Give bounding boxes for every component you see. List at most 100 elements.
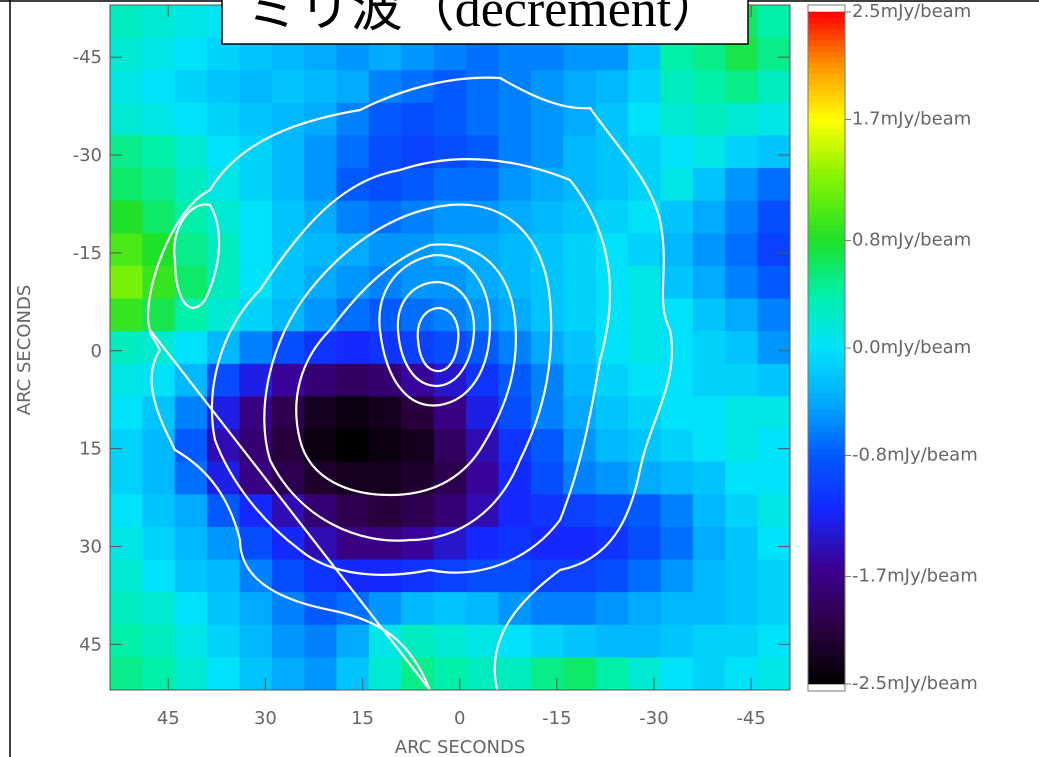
heat-cell — [369, 135, 402, 169]
heat-cell — [142, 200, 176, 234]
colorbar-strip — [808, 230, 845, 237]
heat-cell — [142, 657, 176, 691]
colorbar-strip — [808, 459, 845, 466]
heat-cell — [530, 70, 564, 104]
colorbar-strip — [808, 465, 845, 472]
colorbar-strip — [808, 661, 845, 668]
heat-cell — [757, 657, 791, 691]
heat-cell — [660, 429, 694, 463]
heat-cell — [530, 135, 564, 169]
heat-cell — [595, 624, 629, 658]
colorbar-strip — [808, 560, 845, 567]
heat-cell — [563, 200, 597, 234]
heat-cell — [239, 233, 273, 267]
heat-cell — [174, 102, 208, 136]
heat-cell — [660, 298, 694, 332]
heat-cell — [595, 200, 629, 234]
heat-cell — [692, 494, 726, 528]
heat-cell — [110, 461, 143, 495]
heat-cell — [110, 70, 143, 104]
heat-cell — [595, 526, 629, 561]
heat-cell — [401, 526, 435, 561]
colorbar-strip — [808, 174, 845, 181]
heat-cell — [628, 624, 661, 658]
colorbar-strip — [808, 263, 845, 270]
heat-cell — [660, 657, 694, 691]
heat-cell — [628, 331, 661, 365]
heat-cell — [757, 233, 791, 267]
heat-cell — [336, 135, 370, 169]
colorbar-strip — [808, 224, 845, 231]
heat-cell — [530, 592, 564, 626]
colorbar-strip — [808, 179, 845, 186]
colorbar-strip — [808, 297, 845, 304]
heat-cell — [110, 396, 143, 430]
y-tick-label: -45 — [73, 47, 102, 68]
heat-cell — [336, 526, 370, 561]
colorbar-strip — [808, 106, 845, 114]
heat-cell — [725, 363, 759, 397]
colorbar-strip — [808, 11, 845, 18]
heat-cell — [336, 657, 370, 691]
colorbar-strip — [808, 146, 845, 153]
heat-cell — [401, 135, 435, 169]
colorbar-strip — [808, 118, 845, 125]
heat-cell — [369, 396, 402, 430]
heat-cell — [110, 592, 143, 626]
colorbar-strip — [808, 95, 845, 102]
heat-cell — [174, 70, 208, 104]
heat-cell — [433, 429, 467, 463]
colorbar-strip — [808, 168, 845, 175]
heat-cell — [595, 168, 629, 202]
colorbar-strip — [808, 22, 845, 30]
x-axis-label: ARC SECONDS — [395, 737, 526, 757]
contour — [378, 253, 492, 407]
colorbar-strip — [808, 638, 845, 646]
heat-cell — [271, 135, 305, 169]
heat-cell — [239, 331, 273, 365]
heat-cell — [466, 298, 500, 332]
heat-cell — [174, 461, 208, 495]
heat-cell — [239, 396, 273, 430]
heat-cell — [401, 559, 435, 593]
heat-cell — [271, 429, 305, 463]
heat-cell — [628, 559, 661, 593]
colorbar-strip — [808, 353, 845, 360]
colorbar-strip — [808, 246, 845, 254]
heat-cell — [433, 298, 467, 332]
heat-cell — [433, 494, 467, 528]
colorbar-strip — [808, 140, 845, 147]
axes: 45 30 15 0 -15 -30 -45 -45 -30 -15 0 15 30 45 — [73, 5, 790, 729]
heat-cell — [239, 624, 273, 658]
heat-cell — [725, 200, 759, 234]
heat-cell — [757, 396, 791, 430]
y-tick-label: 30 — [79, 536, 102, 557]
colorbar-strip — [808, 644, 845, 651]
heat-cell — [401, 624, 435, 658]
colorbar-strip — [808, 375, 845, 382]
heat-cell — [563, 233, 597, 267]
colorbar-strip — [808, 67, 845, 74]
heat-cell — [725, 461, 759, 495]
colorbar-label: 0.8mJy/beam — [852, 229, 971, 250]
heat-cell — [401, 592, 435, 626]
heat-cell — [692, 70, 726, 104]
heat-cell — [595, 265, 629, 300]
heat-cell — [110, 168, 143, 202]
heat-cell — [466, 526, 500, 561]
heat-cell — [498, 200, 532, 234]
heat-cell — [498, 559, 532, 593]
heat-cell — [271, 168, 305, 202]
y-tick-label: 45 — [79, 634, 102, 655]
heat-cell — [174, 233, 208, 267]
heat-cell — [563, 135, 597, 169]
heat-cell — [498, 494, 532, 528]
colorbar-strip — [808, 235, 845, 242]
x-tick-label: -45 — [736, 708, 765, 729]
heat-cell — [271, 200, 305, 234]
heat-cell — [757, 168, 791, 202]
heat-cell — [207, 526, 241, 561]
heat-cell — [692, 559, 726, 593]
heat-cell — [239, 592, 273, 626]
